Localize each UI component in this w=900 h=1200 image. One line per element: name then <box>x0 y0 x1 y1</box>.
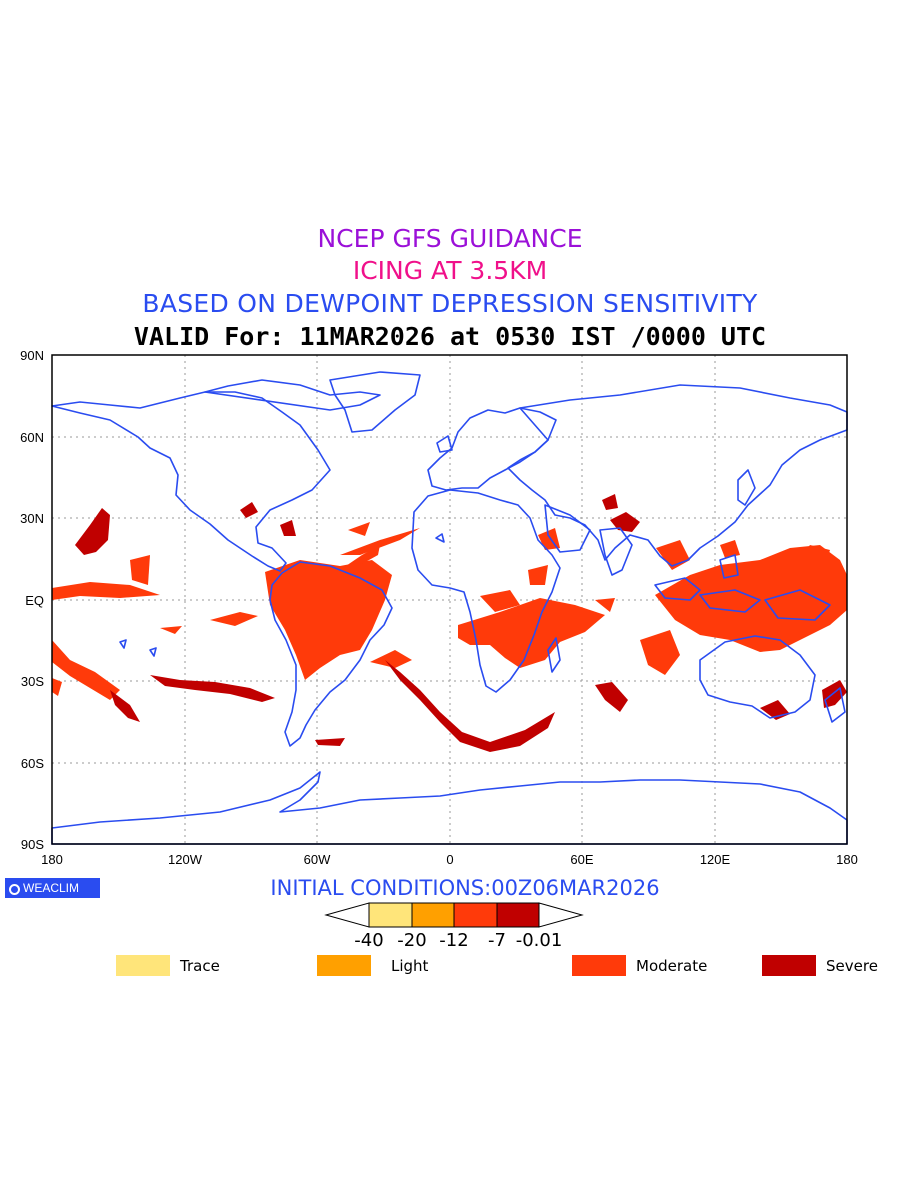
lat-tick-60s: 60S <box>21 756 44 771</box>
lat-tick-30n: 30N <box>20 511 44 526</box>
icing-legend: Trace Light Moderate Severe <box>0 955 900 979</box>
copyright-circle-icon <box>9 884 20 895</box>
weaclim-logo: WEACLIM <box>5 878 100 898</box>
colorbar-tick: -20 <box>397 930 426 951</box>
lon-tick-120e: 120E <box>700 852 731 867</box>
colorbar-bin-trace <box>368 902 413 928</box>
colorbar: -40 -20 -12 -7 -0.01 <box>324 902 584 951</box>
lon-tick-120w: 120W <box>168 852 203 867</box>
lon-tick-60w: 60W <box>304 852 331 867</box>
initial-conditions: INITIAL CONDITIONS:00Z06MAR2026 <box>270 876 660 900</box>
colorbar-bin-severe <box>496 902 540 928</box>
legend-label-severe: Severe <box>826 957 878 975</box>
colorbar-bin-light <box>411 902 455 928</box>
coastlines <box>51 371 848 845</box>
colorbar-right-arrow <box>538 902 584 928</box>
legend-swatch-light <box>317 955 371 976</box>
legend-swatch-severe <box>762 955 816 976</box>
lat-tick-eq: EQ <box>25 593 44 608</box>
lat-tick-60n: 60N <box>20 430 44 445</box>
title-model: NCEP GFS GUIDANCE <box>317 224 583 253</box>
brand-label: WEACLIM <box>23 881 80 895</box>
colorbar-bin-moderate <box>453 902 498 928</box>
legend-label-trace: Trace <box>180 957 220 975</box>
icing-severe <box>75 494 847 752</box>
lon-axis-labels: 180 120W 60W 0 60E 120E 180 <box>41 852 858 867</box>
lat-tick-30s: 30S <box>21 674 44 689</box>
lon-tick-180w: 180 <box>41 852 63 867</box>
title-field: ICING AT 3.5KM <box>352 256 548 285</box>
legend-label-moderate: Moderate <box>636 957 708 975</box>
legend-label-light: Light <box>391 957 429 975</box>
lon-tick-60e: 60E <box>570 852 593 867</box>
title-method: BASED ON DEWPOINT DEPRESSION SENSITIVITY <box>142 289 758 318</box>
colorbar-tick: -40 <box>354 930 383 951</box>
icing-moderate <box>52 522 847 700</box>
legend-swatch-moderate <box>572 955 626 976</box>
world-map: 90N 60N 30N EQ 30S 60S 90S 180 120W 60W … <box>20 348 858 867</box>
colorbar-tick: -12 <box>439 930 468 951</box>
colorbar-tick: -7 <box>488 930 506 951</box>
map-frame <box>51 354 848 845</box>
legend-swatch-trace <box>116 955 170 976</box>
colorbar-tick: -0.01 <box>516 930 563 951</box>
lat-tick-90n: 90N <box>20 348 44 363</box>
lat-axis-labels: 90N 60N 30N EQ 30S 60S 90S <box>20 348 44 852</box>
lon-tick-0: 0 <box>446 852 453 867</box>
title-valid-time: VALID For: 11MAR2026 at 0530 IST /0000 U… <box>133 322 767 351</box>
lat-tick-90s: 90S <box>21 837 44 852</box>
lon-tick-180e: 180 <box>836 852 858 867</box>
colorbar-left-arrow <box>324 902 370 928</box>
